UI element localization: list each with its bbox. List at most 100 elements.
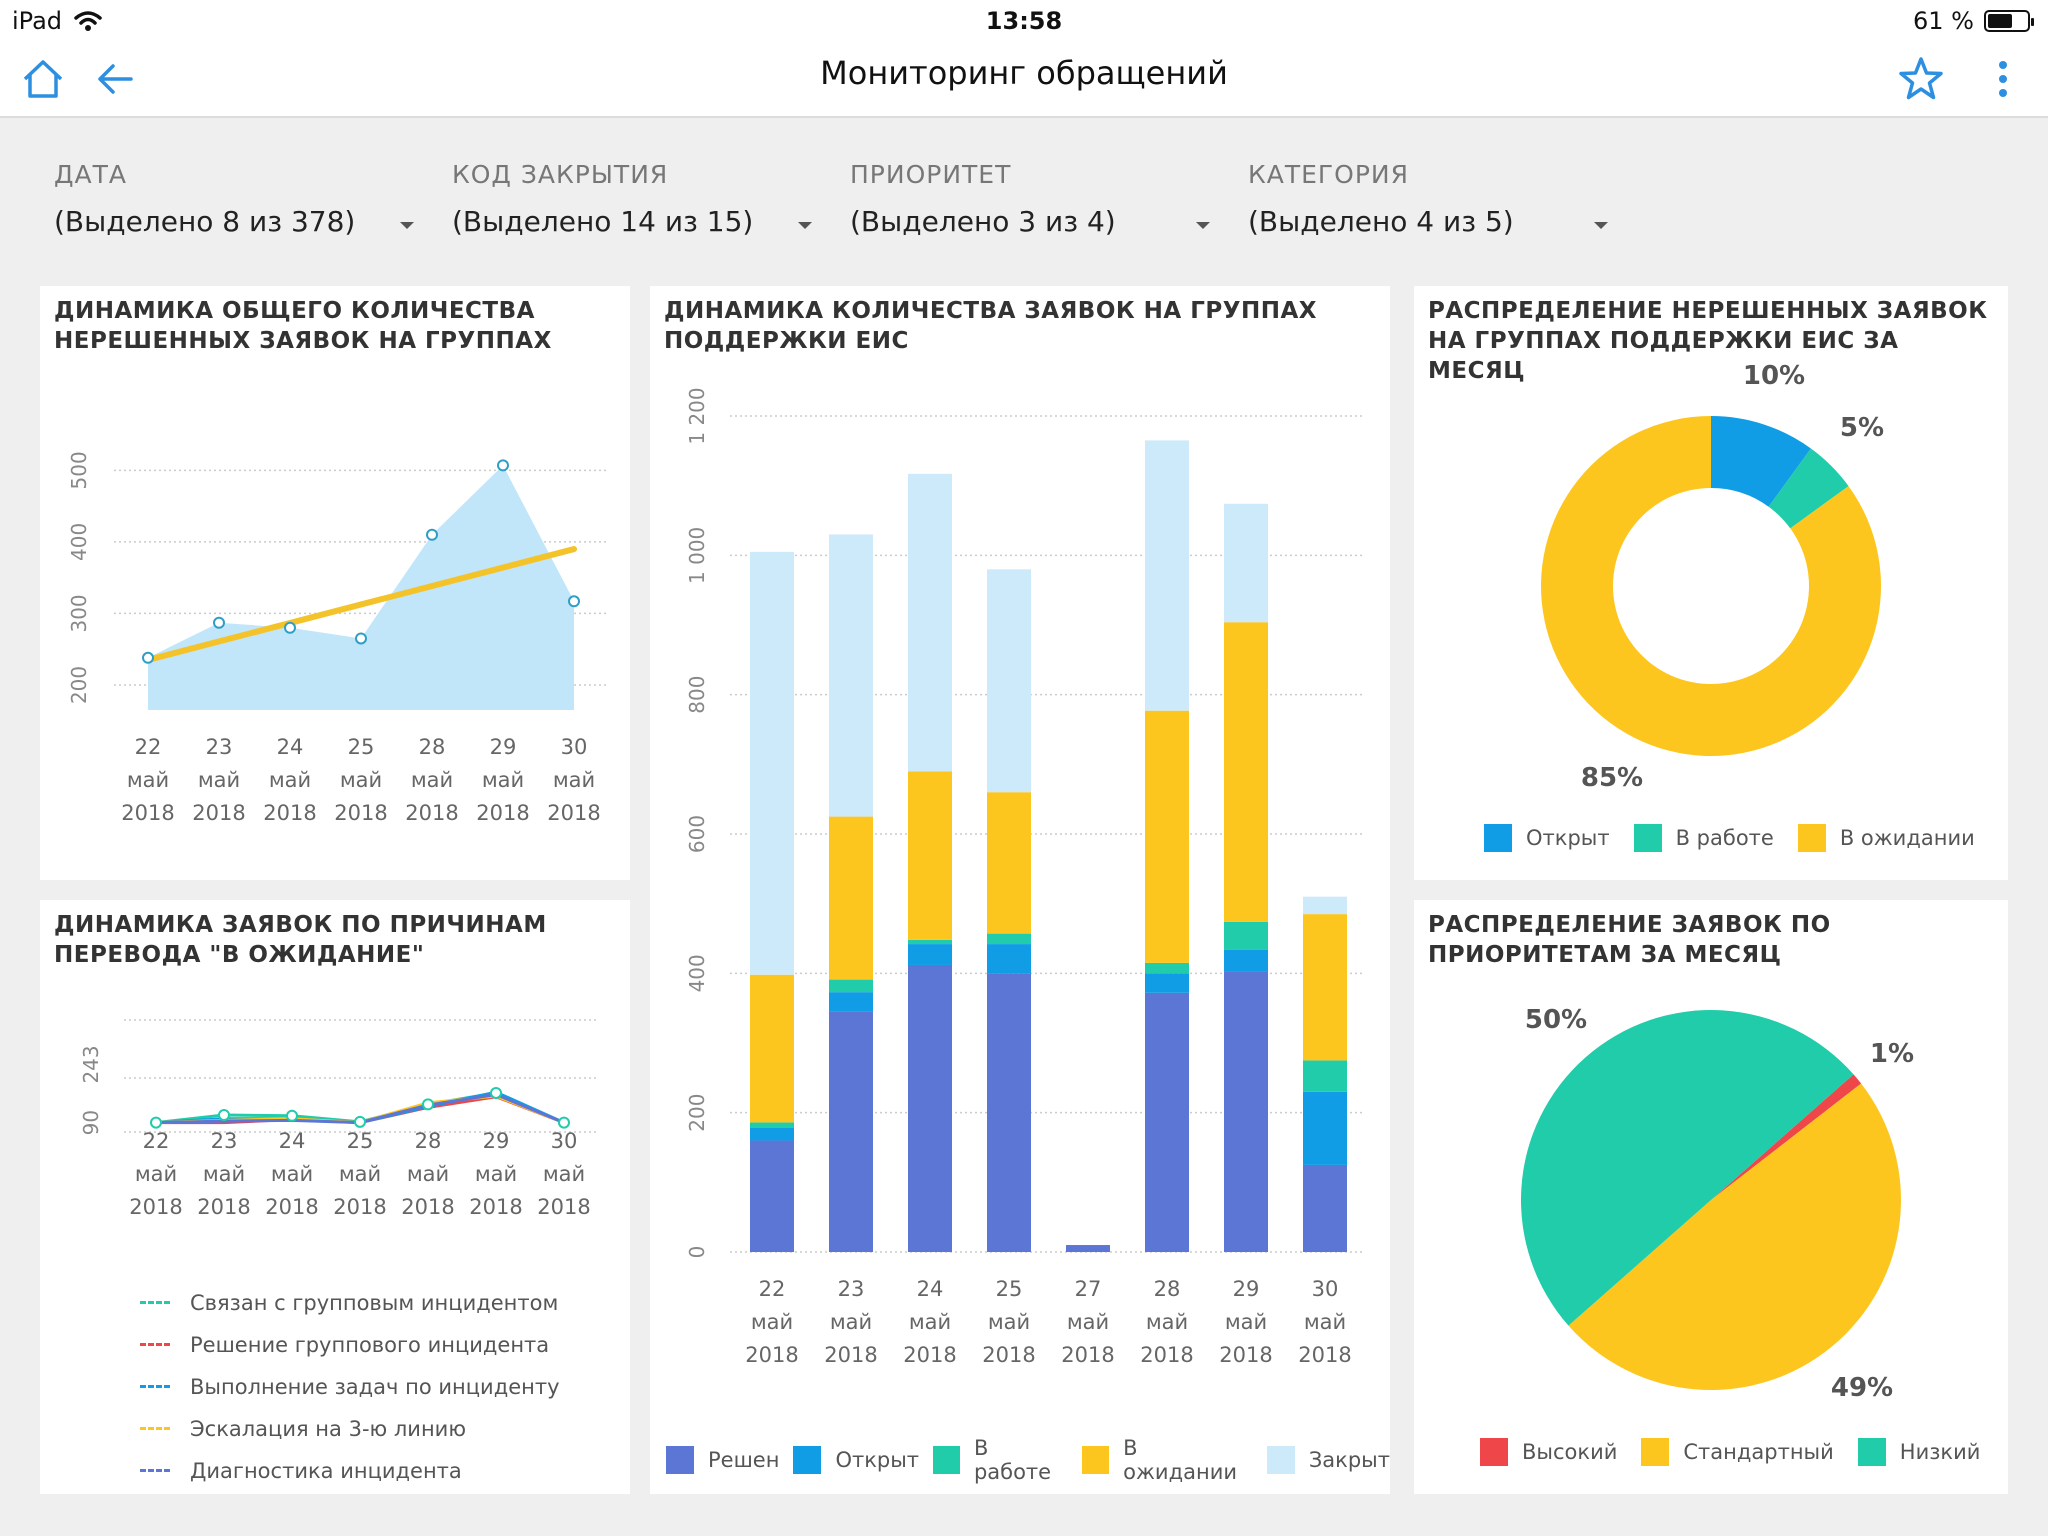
card-title: РАСПРЕДЕЛЕНИЕ ЗАЯВОК ПО ПРИОРИТЕТАМ ЗА М… — [1428, 912, 1831, 968]
trend-x-tick-label: май — [553, 768, 595, 792]
filter-value[interactable]: (Выделено 4 из 5) — [1248, 205, 1514, 238]
reasons-point — [218, 1109, 230, 1121]
legend-label: В ожидании — [1123, 1436, 1237, 1484]
legend-item[interactable]: Высокий — [1480, 1438, 1617, 1466]
stacked-x-tick-label: май — [751, 1310, 793, 1334]
reasons-x-tick-label: май — [135, 1162, 177, 1186]
filter-priority[interactable]: ПРИОРИТЕТ (Выделено 3 из 4) — [850, 160, 1210, 238]
reasons-x-tick-label: 2018 — [197, 1195, 250, 1219]
stacked-bar-segment — [1303, 896, 1347, 915]
chevron-down-icon[interactable] — [1594, 222, 1608, 229]
reasons-x-tick-label: 2018 — [401, 1195, 454, 1219]
reasons-point — [286, 1109, 298, 1122]
reasons-x-tick-label: май — [339, 1162, 381, 1186]
stacked-bar-segment — [1303, 1091, 1347, 1165]
stacked-x-tick-label: май — [909, 1310, 951, 1334]
legend-item[interactable]: Выполнение задач по инциденту — [140, 1366, 560, 1408]
filter-value[interactable]: (Выделено 14 из 15) — [452, 205, 754, 238]
legend-item[interactable]: Решение группового инцидента — [140, 1324, 560, 1366]
stacked-bar-segment — [1066, 1245, 1110, 1252]
trend-x-tick-label: 29 — [490, 735, 517, 759]
legend-swatch — [1857, 1438, 1886, 1466]
reasons-y-tick-label: 243 — [79, 1045, 103, 1083]
stacked-x-tick-label: 22 — [759, 1277, 786, 1301]
legend-swatch — [793, 1446, 822, 1474]
trend-x-tick-label: май — [269, 768, 311, 792]
trend-y-tick-label: 500 — [67, 451, 91, 489]
reasons-x-tick-label: май — [271, 1162, 313, 1186]
legend-item[interactable]: В ожидании — [1082, 1436, 1253, 1484]
reasons-x-tick-label: 22 — [143, 1129, 170, 1153]
card-stacked: ДИНАМИКА КОЛИЧЕСТВА ЗАЯВОК НА ГРУППАХ ПО… — [650, 286, 1390, 1494]
pie-value-label: 1% — [1870, 1039, 1914, 1069]
stacked-bar-segment — [908, 939, 952, 945]
filter-value[interactable]: (Выделено 8 из 378) — [54, 205, 356, 238]
legend-item[interactable]: Открыт — [793, 1436, 919, 1484]
reasons-x-tick-label: май — [475, 1162, 517, 1186]
stacked-y-tick-label: 1 200 — [685, 387, 709, 444]
trend-x-tick-label: 2018 — [476, 801, 529, 825]
donut-value-label: 85% — [1581, 763, 1643, 793]
reasons-point — [422, 1098, 434, 1111]
legend-swatch — [1633, 824, 1662, 852]
stacked-x-tick-label: 30 — [1312, 1277, 1339, 1301]
stacked-x-tick-label: 2018 — [1219, 1343, 1272, 1367]
legend-item[interactable]: Открыт — [1484, 824, 1610, 852]
card-reasons: ДИНАМИКА ЗАЯВОК ПО ПРИЧИНАМ ПЕРЕВОДА "В … — [40, 900, 630, 1494]
battery-icon — [1984, 10, 2034, 32]
reasons-x-tick-label: 2018 — [333, 1195, 386, 1219]
legend-item[interactable]: В работе — [933, 1436, 1068, 1484]
stacked-bar-segment — [1224, 949, 1268, 972]
home-icon[interactable] — [18, 54, 68, 104]
filter-date[interactable]: ДАТА (Выделено 8 из 378) — [54, 160, 414, 238]
stacked-bar-segment — [987, 973, 1031, 1252]
filter-label: ДАТА — [54, 160, 128, 189]
card-title: ДИНАМИКА ЗАЯВОК ПО ПРИЧИНАМ ПЕРЕВОДА "В … — [54, 912, 547, 968]
reasons-chart: 90 243 22 май 2018 23 май 2018 24 май 2018 25 май 201… — [79, 1019, 598, 1219]
legend-label: В ожидании — [1839, 826, 1975, 850]
legend-item[interactable]: Связан с групповым инцидентом — [140, 1282, 560, 1324]
legend-item[interactable]: В ожидании — [1797, 824, 1975, 852]
donut-slice — [1541, 416, 1881, 756]
stacked-bar-segment — [1145, 710, 1189, 963]
stacked-bar-segment — [908, 944, 952, 965]
legend-item[interactable]: Низкий — [1857, 1438, 1980, 1466]
stacked-bar-segment — [1145, 973, 1189, 993]
legend-item[interactable]: Стандартный — [1641, 1438, 1834, 1466]
pie-slice — [1711, 1074, 1862, 1200]
status-bar: iPad 13:58 61 % — [0, 0, 2048, 40]
legend-label: Открыт — [835, 1448, 920, 1472]
stacked-bar-segment — [908, 771, 952, 940]
battery-percent: 61 % — [1913, 7, 1974, 35]
legend-label: Высокий — [1522, 1440, 1618, 1464]
chevron-down-icon[interactable] — [1196, 222, 1210, 229]
legend-item[interactable]: В работе — [1633, 824, 1774, 852]
chevron-down-icon[interactable] — [400, 222, 414, 229]
trend-x-tick-label: 2018 — [121, 801, 174, 825]
donut-value-label: 10% — [1743, 361, 1805, 391]
reasons-x-tick-label: 23 — [211, 1129, 238, 1153]
star-icon[interactable] — [1896, 54, 1946, 104]
more-vertical-icon[interactable] — [1978, 54, 2028, 104]
legend-label: Решение группового инцидента — [190, 1333, 550, 1357]
legend-item[interactable]: Эскалация на 3-ю линию — [140, 1408, 560, 1450]
trend-line — [145, 546, 577, 663]
back-arrow-icon[interactable] — [90, 54, 140, 104]
legend-label: В работе — [973, 1436, 1052, 1484]
stacked-bar-segment — [829, 992, 873, 1012]
stacked-x-tick-label: 2018 — [982, 1343, 1035, 1367]
device-name: iPad — [12, 7, 63, 35]
pie-slice — [1521, 1010, 1854, 1326]
legend-item[interactable]: Закрыт — [1266, 1436, 1390, 1484]
legend-label: Связан с групповым инцидентом — [190, 1291, 559, 1315]
filter-closure-code[interactable]: КОД ЗАКРЫТИЯ (Выделено 14 из 15) — [452, 160, 812, 238]
filter-value[interactable]: (Выделено 3 из 4) — [850, 205, 1116, 238]
legend-item[interactable]: Решен — [666, 1436, 779, 1484]
legend-item[interactable]: Диагностика инцидента — [140, 1450, 560, 1492]
status-time: 13:58 — [985, 7, 1063, 35]
stacked-x-tick-label: май — [1067, 1310, 1109, 1334]
pie-value-label: 50% — [1525, 1005, 1587, 1035]
stacked-bar-segment — [908, 473, 952, 772]
filter-category[interactable]: КАТЕГОРИЯ (Выделено 4 из 5) — [1248, 160, 1608, 238]
chevron-down-icon[interactable] — [798, 222, 812, 229]
